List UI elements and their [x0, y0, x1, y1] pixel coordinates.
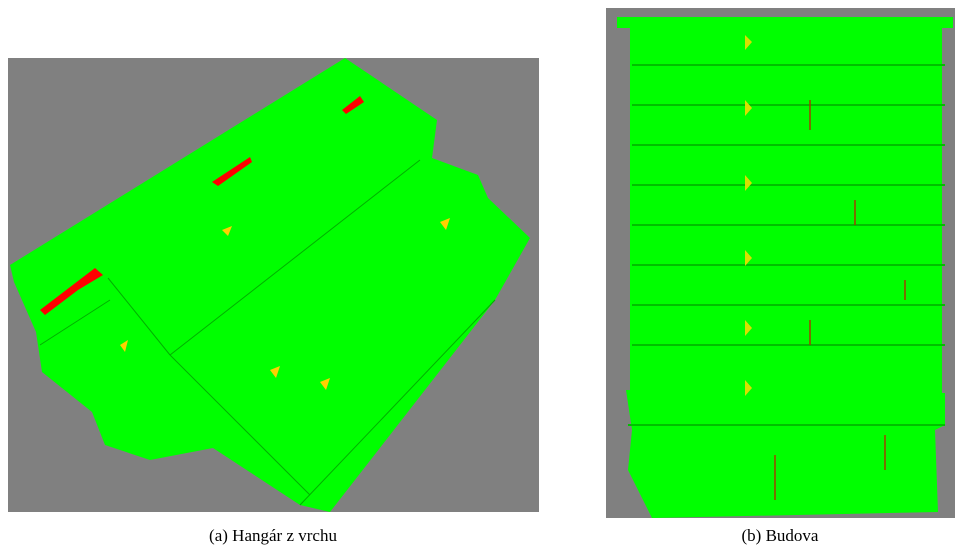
caption-b: (b) Budova — [742, 526, 819, 545]
figure-page: (a) Hangár z vrchu (b) Budova — [0, 0, 971, 554]
figure-a-image — [8, 58, 539, 512]
figure-b-image — [606, 8, 955, 518]
caption-a: (a) Hangár z vrchu — [209, 526, 337, 545]
